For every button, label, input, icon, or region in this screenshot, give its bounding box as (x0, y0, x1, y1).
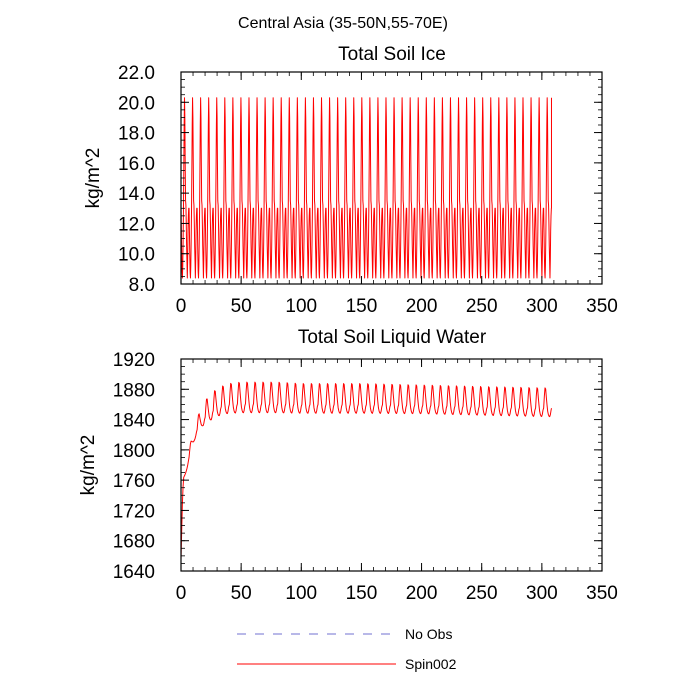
soil-ice-ytick-label: 16.0 (118, 154, 155, 175)
soil-liquid-xtick-label: 100 (285, 583, 317, 604)
soil-liquid-xtick-label: 300 (526, 583, 558, 604)
soil-liquid-ytick-label: 1800 (113, 441, 155, 462)
soil-liquid-xtick-label: 50 (231, 583, 252, 604)
soil-liquid-ytick-label: 1840 (113, 411, 155, 432)
soil-ice-xtick-label: 0 (176, 296, 187, 317)
soil-liquid-plot-frame (180, 358, 603, 572)
soil-ice-ylabel: kg/m^2 (83, 148, 104, 209)
soil-ice-xtick-label: 250 (466, 296, 498, 317)
soil-ice-title: Total Soil Ice (338, 44, 446, 65)
soil-ice-xtick-label: 150 (346, 296, 378, 317)
soil-liquid-ytick-label: 1880 (113, 380, 155, 401)
soil-ice-xtick-label: 200 (406, 296, 438, 317)
soil-ice-ytick-label: 18.0 (118, 124, 155, 145)
soil-ice-series-spin002-line (180, 97, 552, 279)
figure-suptitle: Central Asia (35-50N,55-70E) (238, 15, 448, 32)
soil-liquid-ticks: 0 50 100 150 200 250 300 350 1640 1680 1720 1760 180… (113, 350, 618, 604)
legend-item-no-obs: No Obs (237, 626, 452, 642)
soil-liquid-series-spin002-line (180, 381, 552, 560)
soil-liquid-ylabel: kg/m^2 (78, 435, 99, 496)
soil-ice-ytick-label: 22.0 (118, 63, 155, 84)
soil-ice-plot-frame (180, 71, 603, 285)
soil-liquid-xtick-label: 0 (176, 583, 187, 604)
legend-item-spin002: Spin002 (237, 656, 457, 672)
soil-ice-ytick-label: 10.0 (118, 245, 155, 266)
soil-ice-series-layer (180, 97, 552, 279)
soil-liquid-ytick-label: 1680 (113, 532, 155, 553)
soil-liquid-xtick-label: 150 (346, 583, 378, 604)
soil-liquid-xtick-label: 250 (466, 583, 498, 604)
soil-liquid-panel: Total Soil Liquid Water kg/m^2 0 50 100 150… (78, 327, 618, 604)
soil-ice-ytick-label: 8.0 (129, 275, 155, 296)
soil-liquid-ytick-label: 1640 (113, 562, 155, 583)
soil-ice-ytick-label: 14.0 (118, 184, 155, 205)
soil-liquid-ytick-label: 1760 (113, 471, 155, 492)
soil-liquid-series-layer (180, 381, 552, 560)
soil-ice-ytick-label: 20.0 (118, 93, 155, 114)
soil-ice-xtick-label: 100 (285, 296, 317, 317)
legend-label-no-obs: No Obs (405, 626, 452, 642)
soil-ice-panel: Total Soil Ice kg/m^2 0 50 100 150 200 250 300… (83, 44, 618, 317)
soil-ice-ticks: 0 50 100 150 200 250 300 350 8.0 10.0 12.0 14.0 16.0… (118, 63, 618, 317)
legend: No Obs Spin002 (237, 626, 457, 672)
soil-ice-ytick-label: 12.0 (118, 214, 155, 235)
soil-liquid-ytick-label: 1720 (113, 501, 155, 522)
legend-label-spin002: Spin002 (405, 656, 457, 672)
soil-ice-xtick-label: 350 (586, 296, 618, 317)
soil-liquid-title: Total Soil Liquid Water (298, 327, 487, 348)
soil-liquid-xtick-label: 200 (406, 583, 438, 604)
soil-ice-xtick-label: 50 (231, 296, 252, 317)
soil-ice-xtick-label: 300 (526, 296, 558, 317)
soil-liquid-ytick-label: 1920 (113, 350, 155, 371)
soil-liquid-xtick-label: 350 (586, 583, 618, 604)
